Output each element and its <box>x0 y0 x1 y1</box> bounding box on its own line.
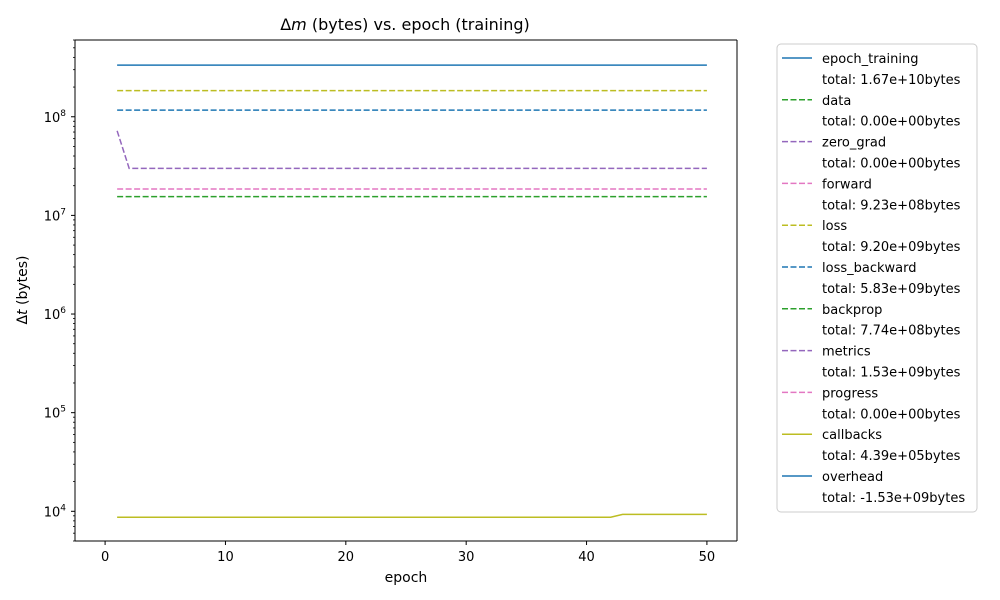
legend-label: forward <box>822 177 872 192</box>
legend-total: total: 9.20e+09bytes <box>822 240 961 255</box>
legend-total: total: 4.39e+05bytes <box>822 449 961 464</box>
y-tick-label-base: 10 <box>44 308 61 323</box>
y-tick-label: 105 <box>44 405 66 422</box>
y-tick-label: 107 <box>44 207 66 224</box>
x-tick-label: 50 <box>699 550 716 565</box>
legend-label: loss <box>822 219 847 234</box>
y-tick-label-exponent: 8 <box>60 109 66 119</box>
legend-label: overhead <box>822 470 883 485</box>
x-tick-label: 30 <box>458 550 475 565</box>
x-axis-ticks: 0 10 20 30 40 50 <box>101 541 715 565</box>
legend-label: loss_backward <box>822 261 916 276</box>
y-axis-label: Δt (bytes) <box>15 255 31 324</box>
legend-total: total: 9.23e+08bytes <box>822 198 961 213</box>
y-axis-label-var: t <box>15 309 31 315</box>
legend-frame <box>776 43 978 513</box>
series-line-callbacks <box>117 513 707 519</box>
legend-label: progress <box>822 386 878 401</box>
legend-total: total: 7.74e+08bytes <box>822 324 961 339</box>
plot-area <box>75 40 737 541</box>
x-axis-label: epoch <box>385 570 428 586</box>
x-tick-label: 10 <box>217 550 234 565</box>
legend-total: total: 5.83e+09bytes <box>822 282 961 297</box>
y-tick-label-exponent: 6 <box>60 306 66 316</box>
legend-total: total: -1.53e+09bytes <box>822 491 965 506</box>
y-tick-label-exponent: 4 <box>60 503 66 513</box>
legend-label: epoch_training <box>822 52 918 67</box>
legend-label: callbacks <box>822 428 882 443</box>
y-tick-label-base: 10 <box>44 209 61 224</box>
y-tick-label-base: 10 <box>44 111 61 126</box>
series-line-metrics <box>116 130 707 170</box>
y-axis-label-prefix: Δ <box>15 315 31 325</box>
chart-title-prefix: Δ <box>280 15 291 34</box>
x-tick-label: 0 <box>101 550 109 565</box>
x-tick-label: 40 <box>578 550 595 565</box>
legend-total: total: 1.53e+09bytes <box>822 366 961 381</box>
y-axis-label-suffix: (bytes) <box>15 255 31 309</box>
x-tick-label: 20 <box>338 550 355 565</box>
series-layer <box>116 64 707 519</box>
y-tick-label: 104 <box>44 503 67 520</box>
chart-title-var: m <box>291 15 307 34</box>
y-tick-label-base: 10 <box>44 407 61 422</box>
legend-label: backprop <box>822 303 882 318</box>
legend-label: metrics <box>822 345 871 360</box>
chart-title-suffix: (bytes) vs. epoch (training) <box>307 15 530 34</box>
legend-label: data <box>822 94 851 109</box>
legend-total: total: 0.00e+00bytes <box>822 157 961 172</box>
y-tick-label: 108 <box>44 109 67 126</box>
y-tick-label-base: 10 <box>44 505 61 520</box>
legend: epoch_training total: 1.67e+10bytes data to… <box>776 43 978 513</box>
legend-total: total: 0.00e+00bytes <box>822 407 961 422</box>
legend-total: total: 0.00e+00bytes <box>822 115 961 130</box>
y-tick-label: 106 <box>44 306 67 323</box>
legend-label: zero_grad <box>822 136 886 151</box>
y-tick-label-exponent: 7 <box>60 207 66 217</box>
y-tick-label-exponent: 5 <box>60 405 66 415</box>
chart-title: Δm (bytes) vs. epoch (training) <box>280 15 530 34</box>
legend-total: total: 1.67e+10bytes <box>822 73 961 88</box>
axes-frame <box>74 39 738 542</box>
